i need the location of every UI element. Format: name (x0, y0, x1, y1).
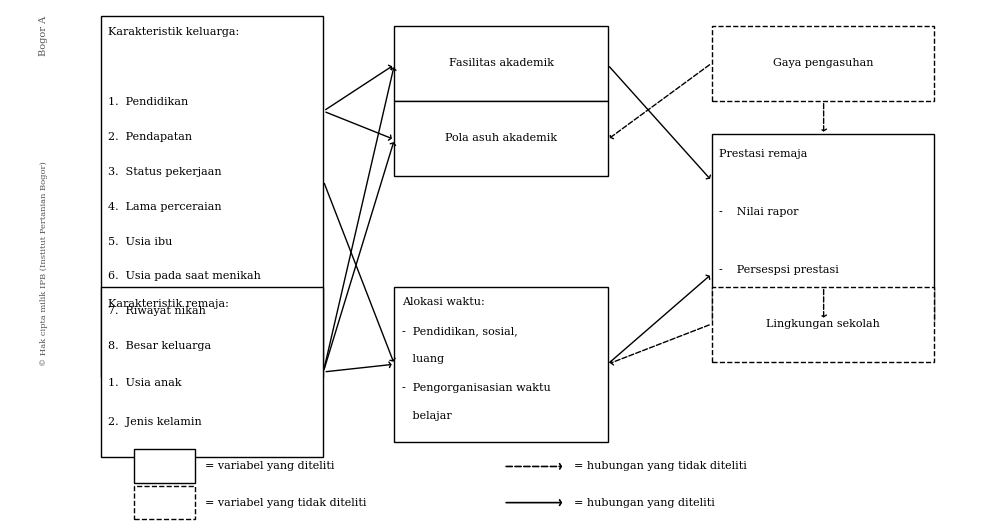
Text: -    Nilai rapor: - Nilai rapor (719, 207, 798, 217)
Bar (394, 287, 607, 442)
Text: = variabel yang diteliti: = variabel yang diteliti (205, 462, 334, 472)
Text: -  Pendidikan, sosial,: - Pendidikan, sosial, (401, 326, 518, 336)
Text: 7.  Riwayat nikah: 7. Riwayat nikah (108, 306, 206, 316)
Text: Pola asuh akademik: Pola asuh akademik (445, 133, 556, 143)
Text: 4.  Lama perceraian: 4. Lama perceraian (108, 202, 222, 212)
Text: 3.  Status pekerjaan: 3. Status pekerjaan (108, 167, 222, 177)
Text: -    Persespsi prestasi: - Persespsi prestasi (719, 265, 838, 275)
Text: Gaya pengasuhan: Gaya pengasuhan (772, 58, 873, 69)
Text: 2.  Pendapatan: 2. Pendapatan (108, 132, 192, 142)
Text: -  Pengorganisasian waktu: - Pengorganisasian waktu (401, 383, 550, 393)
Text: belajar: belajar (401, 411, 452, 421)
Text: Prestasi remaja: Prestasi remaja (719, 149, 807, 159)
Text: Karakteristik keluarga:: Karakteristik keluarga: (108, 27, 240, 37)
Bar (101, 287, 323, 457)
Text: 5.  Usia ibu: 5. Usia ibu (108, 237, 173, 247)
Bar (134, 450, 195, 483)
Text: Fasilitas akademik: Fasilitas akademik (448, 58, 553, 69)
Text: © Hak cipta milik IPB (Institut Pertanian Bogor): © Hak cipta milik IPB (Institut Pertania… (39, 161, 47, 366)
Text: Alokasi waktu:: Alokasi waktu: (401, 297, 484, 307)
Text: 2.  Jenis kelamin: 2. Jenis kelamin (108, 417, 202, 427)
Text: Lingkungan sekolah: Lingkungan sekolah (765, 319, 880, 329)
Bar (394, 101, 607, 175)
Text: 8.  Besar keluarga: 8. Besar keluarga (108, 341, 211, 352)
Bar (711, 287, 934, 362)
Text: Bogor A: Bogor A (39, 16, 48, 56)
Bar (394, 26, 607, 101)
Bar (134, 485, 195, 519)
Bar (711, 134, 934, 320)
Text: = variabel yang tidak diteliti: = variabel yang tidak diteliti (205, 497, 366, 508)
Text: 1.  Usia anak: 1. Usia anak (108, 378, 181, 388)
Bar (711, 26, 934, 101)
Text: Karakteristik remaja:: Karakteristik remaja: (108, 299, 229, 309)
Text: 1.  Pendidikan: 1. Pendidikan (108, 97, 188, 107)
Bar (101, 16, 323, 377)
Text: = hubungan yang diteliti: = hubungan yang diteliti (574, 497, 715, 508)
Text: 6.  Usia pada saat menikah: 6. Usia pada saat menikah (108, 271, 261, 281)
Text: = hubungan yang tidak diteliti: = hubungan yang tidak diteliti (574, 462, 746, 472)
Text: luang: luang (401, 354, 444, 364)
